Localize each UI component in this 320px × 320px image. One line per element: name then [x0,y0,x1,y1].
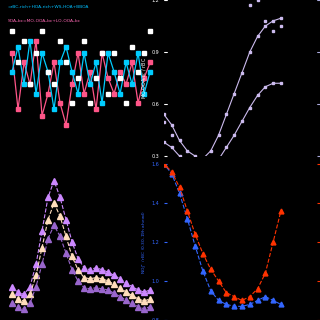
Y-axis label: MO-OOA$_{rBC}$ / rBC: MO-OOA$_{rBC}$ / rBC [140,57,148,99]
Text: SOAₑbc=MO-OOAₑbc+LO-OOAₑbc: SOAₑbc=MO-OOAₑbc+LO-OOAₑbc [8,19,81,23]
Text: =rBC-rich+HOA-rich+WS-HOA+BBOA: =rBC-rich+HOA-rich+WS-HOA+BBOA [8,5,89,9]
Y-axis label: NO$_3^-$ / rBC (0.30-19h ahead): NO$_3^-$ / rBC (0.30-19h ahead) [140,210,148,274]
